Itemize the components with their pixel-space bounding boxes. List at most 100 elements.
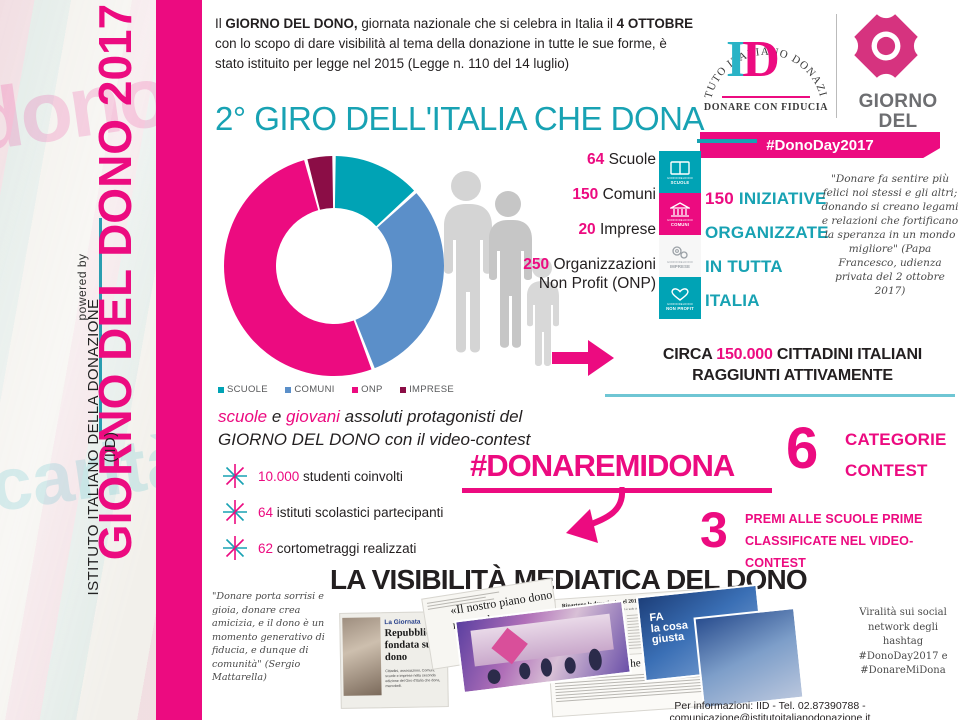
legend-swatch — [352, 386, 359, 393]
hashtag-banner: #DonoDay2017 — [700, 132, 940, 158]
legend-label: ONP — [361, 384, 383, 395]
tv-caption: FA la cosa giusta — [649, 610, 690, 647]
stat-number: 150 — [572, 186, 599, 203]
gears-icon — [672, 245, 688, 259]
scuole-heading: scuole e giovani assoluti protagonisti d… — [218, 405, 548, 451]
badge-sub: GIORNODELDONO — [667, 176, 693, 180]
three-label-2: CLASSIFICATE NEL VIDEO-CONTEST — [745, 534, 914, 570]
iid-logo: ISTITUTO ITALIANO DONAZIONE ID DONARE CO… — [700, 6, 832, 126]
diamond-flower-icon — [832, 0, 940, 100]
tv-caption-line3: giusta — [651, 631, 685, 647]
bullet-number: 10.000 — [258, 468, 300, 484]
stage-people-icon — [487, 648, 602, 684]
footer-contact-text: Per informazioni: IID - Tel. 02.87390788… — [669, 700, 871, 720]
legend-label: COMUNI — [294, 384, 335, 395]
iniziative-line2: ORGANIZZATE — [705, 223, 829, 242]
legend-item-onp: ONP — [352, 384, 383, 395]
intro-text-bold-2: 4 OTTOBRE — [616, 16, 694, 31]
stat-number: 64 — [587, 151, 605, 168]
asterisk-star-icon — [223, 536, 247, 560]
legend-swatch — [285, 386, 292, 393]
stat-label: Comuni — [602, 186, 656, 203]
legend-item-comuni: COMUNI — [285, 384, 334, 395]
asterisk-star-icon — [223, 464, 247, 488]
clipping-kicker: La Giornata — [384, 618, 421, 627]
heart-icon — [671, 287, 689, 301]
legend-label: IMPRESE — [409, 384, 454, 395]
circa-number: 150.000 — [716, 346, 773, 363]
intro-paragraph: Il GIORNO DEL DONO, giornata nazionale c… — [215, 14, 695, 74]
badge-label: SCUOLE — [670, 179, 690, 185]
scuole-word-and: e — [267, 407, 287, 426]
circa-post: CITTADINI ITALIANI — [772, 346, 923, 363]
pink-arrow-icon — [552, 340, 614, 376]
circa-line2: RAGGIUNTI ATTIVAMENTE — [692, 367, 893, 384]
footer-contact: Per informazioni: IID - Tel. 02.87390788… — [200, 700, 960, 720]
legend-item-imprese: IMPRESE — [400, 384, 454, 395]
badge-label: IMPRESE — [669, 263, 691, 269]
building-icon — [670, 201, 690, 217]
bullet-label: istituti scolastici partecipanti — [273, 504, 444, 520]
stat-row: 150 Comuni — [478, 185, 656, 204]
badge-label: NON PROFIT — [666, 305, 694, 311]
iid-letter-d: D — [742, 31, 780, 88]
hashtag-underline — [462, 488, 772, 493]
iid-arc-text-icon: ISTITUTO ITALIANO DONAZIONE — [704, 10, 828, 100]
page-title: 2° GIRO DELL'ITALIA CHE DONA — [215, 100, 705, 137]
title-underline — [697, 139, 757, 143]
stat-label: Scuole — [608, 151, 656, 168]
banner-divider-line — [99, 218, 102, 438]
badge-scuole: GIORNODELDONO SCUOLE — [659, 151, 701, 193]
bullet-label: cortometraggi realizzati — [273, 540, 417, 556]
bullet-text: 10.000 studenti coinvolti — [258, 469, 403, 484]
clipping-photo-mattarella — [342, 617, 382, 696]
stats-list: 64 Scuole 150 Comuni 20 Imprese 250 Organiz… — [478, 150, 656, 309]
legend-item-scuole: SCUOLE — [218, 384, 268, 395]
quote-pope-francesco: "Donare fa sentire più felici noi stessi… — [821, 173, 959, 297]
gdd-brand-line1: GIORNO — [858, 91, 938, 112]
legend-swatch — [218, 386, 224, 393]
stat-number: 250 — [523, 256, 550, 273]
three-labels: PREMI ALLE SCUOLE PRIME CLASSIFICATE NEL… — [745, 508, 960, 574]
photo-event-stage — [454, 599, 632, 695]
donut-slice-scuole — [334, 156, 415, 227]
iniziative-line3: IN TUTTA ITALIA — [705, 257, 783, 310]
badge-column: GIORNODELDONO SCUOLE GIORNODELDONO COMUNI GI… — [659, 151, 701, 319]
scuole-word-3: assoluti protagonisti del — [339, 407, 523, 426]
intro-text-a: Il — [215, 16, 226, 31]
six-number: 6 — [786, 416, 819, 481]
bullet-item: 10.000 studenti coinvolti — [222, 458, 522, 494]
photo-tv-interview — [693, 606, 805, 710]
badge-sub: GIORNODELDONO — [667, 218, 693, 222]
scuole-line2: GIORNO DEL DONO con il video-contest — [218, 430, 531, 449]
stat-label: Imprese — [600, 221, 656, 238]
badge-label: COMUNI — [670, 221, 690, 227]
stat-label-2: Non Profit (ONP) — [538, 275, 656, 292]
iniziative-block: 150 INIZIATIVE ORGANIZZATE IN TUTTA ITAL… — [705, 182, 830, 318]
donut-slice-comuni — [355, 193, 444, 369]
bullet-number: 64 — [258, 504, 274, 520]
iid-letter-i: I — [726, 31, 747, 88]
news-collage: La Giornata Repubblica fondata sul dono … — [339, 578, 850, 718]
quote-mattarella: "Donare porta sorrisi e gioia, donare cr… — [212, 591, 325, 683]
badge-sub: GIORNODELDONO — [667, 302, 693, 306]
donut-chart-svg — [223, 156, 444, 377]
intro-text-e: con lo scopo di dare visibilità al tema … — [215, 36, 667, 71]
badge-comuni: GIORNODELDONO COMUNI — [659, 193, 701, 235]
scuole-word-1: scuole — [218, 407, 268, 426]
scuole-word-2: giovani — [286, 407, 340, 426]
six-labels: CATEGORIE CONTEST — [845, 424, 960, 486]
legend-label: SCUOLE — [227, 384, 268, 395]
circa-pre: CIRCA — [662, 346, 717, 363]
badge-imprese: GIORNODELDONO IMPRESE — [659, 235, 701, 277]
iid-rule — [722, 96, 810, 98]
circa-underline — [605, 394, 955, 397]
donut-slice-onp — [223, 160, 372, 377]
hashtag-donaremidona: #DONAREMIDONA — [470, 448, 735, 483]
logo-block: ISTITUTO ITALIANO DONAZIONE ID DONARE CO… — [700, 0, 950, 161]
people-silhouettes-icon — [444, 171, 559, 366]
stat-label: Organizzazioni — [553, 256, 656, 273]
three-number: 3 — [700, 502, 728, 558]
three-label-1: PREMI ALLE SCUOLE PRIME — [745, 512, 923, 526]
